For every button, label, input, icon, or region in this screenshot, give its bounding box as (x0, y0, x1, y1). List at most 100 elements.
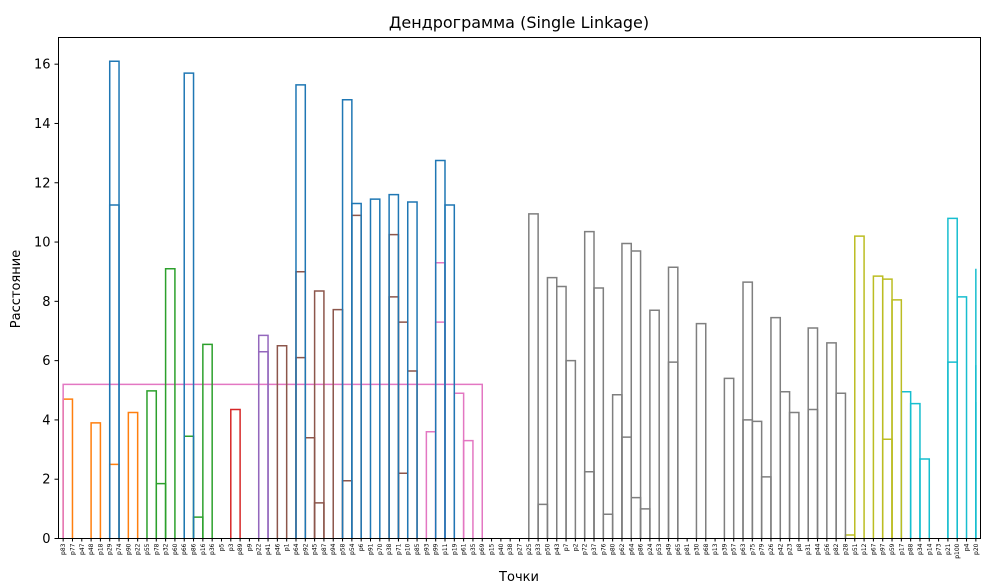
leaf-label: p28 (842, 543, 849, 555)
leaf-label: p8 (796, 543, 803, 551)
dendrogram-link-57 (388, 296, 400, 539)
dendrogram-link-64 (546, 276, 558, 539)
dendrogram-link-79 (444, 204, 456, 539)
dendrogram-link-32 (453, 392, 465, 539)
leaf-label: p33 (535, 543, 542, 555)
dendrogram-link-20 (90, 422, 102, 539)
leaf-label: p75 (749, 543, 756, 555)
leaf-label: p38 (507, 543, 514, 555)
leaf-label: p39 (721, 543, 728, 555)
dendrogram-link-25 (127, 411, 139, 539)
leaf-label: p63 (740, 543, 747, 555)
leaf-label: p57 (731, 543, 738, 555)
leaf-label: p24 (647, 543, 654, 555)
dendrogram-link-69 (667, 266, 679, 539)
leaf-label: p22 (135, 543, 142, 555)
dendrogram-link-74 (388, 233, 400, 539)
leaf-label: p94 (330, 543, 337, 555)
leaf-label: p29 (107, 543, 114, 555)
leaf-label: p10 (405, 543, 412, 555)
leaf-label: p82 (833, 543, 840, 555)
dendrogram-link-4 (537, 503, 549, 539)
dendrogram-link-3 (639, 508, 651, 539)
leaf-label: p35 (470, 543, 477, 555)
dendrogram-link-5 (313, 502, 325, 539)
dendrogram-link-14 (462, 439, 474, 539)
dendrogram-link-17 (621, 436, 633, 539)
dendrogram-link-9 (760, 476, 772, 539)
dendrogram-link-51 (434, 321, 446, 539)
dendrogram-link-12 (108, 463, 120, 539)
x-axis-label: Точки (498, 570, 539, 585)
leaf-label: p51 (852, 543, 859, 555)
leaf-label: p55 (144, 543, 151, 555)
dendrogram-link-24 (807, 408, 819, 539)
leaf-label: p25 (526, 543, 533, 555)
dendrogram-link-85 (434, 159, 446, 539)
dendrogram-link-84 (388, 193, 400, 539)
leaf-label: p5 (218, 543, 225, 551)
leaf-label: p81 (684, 543, 691, 555)
dendrogram-link-88 (183, 72, 195, 539)
leaf-label: p2 (572, 543, 579, 551)
dendrogram-link-36 (62, 383, 483, 539)
y-tick-label: 16 (34, 58, 51, 73)
leaf-label: p16 (200, 543, 207, 555)
dendrogram-link-83 (108, 204, 120, 539)
leaf-label: p92 (302, 543, 309, 555)
dendrogram-link-46 (826, 342, 837, 539)
leaf-label: p56 (824, 543, 831, 555)
leaf-label: p30 (693, 543, 700, 555)
leaf-label: p19 (451, 543, 458, 555)
leaf-label: p37 (591, 543, 598, 555)
dendrogram-link-15 (881, 438, 893, 539)
dendrogram-link-1 (192, 516, 204, 539)
dendrogram-link-34 (779, 391, 791, 539)
y-axis-label: Расстояние (9, 250, 24, 328)
leaf-label: p45 (312, 543, 319, 555)
dendrogram-link-16 (304, 436, 316, 539)
leaf-label: p34 (917, 543, 924, 555)
leaf-label: p27 (517, 543, 524, 555)
dendrogram-link-72 (621, 242, 633, 539)
leaf-label: p91 (367, 543, 374, 555)
leaf-label: p100 (954, 543, 961, 558)
dendrogram-link-66 (295, 270, 307, 539)
dendrogram-link-65 (872, 275, 884, 539)
leaf-label: p85 (414, 543, 421, 555)
leaf-label: p77 (69, 543, 76, 555)
dendrogram-link-2 (602, 513, 614, 539)
dendrogram-link-30 (611, 393, 623, 539)
dendrogram-link-77 (351, 214, 362, 539)
dendrogram-link-21 (751, 420, 763, 539)
dendrogram-link-10 (397, 472, 409, 539)
leaf-label: p86 (191, 543, 198, 555)
leaf-label: p44 (815, 543, 822, 555)
plot-frame (58, 37, 981, 539)
dendrogram-link-71 (630, 250, 642, 539)
dendrogram-link-27 (909, 402, 921, 539)
leaf-label: p93 (423, 543, 430, 555)
leaf-label: p89 (237, 543, 244, 555)
leaf-label: p3 (228, 543, 235, 551)
dendrogram-link-47 (257, 334, 269, 539)
leaf-label: p11 (442, 543, 449, 555)
dendrogram-link-52 (397, 321, 409, 539)
dendrogram-link-81 (406, 201, 418, 539)
chart-title: Дендрограмма (Single Linkage) (389, 13, 649, 32)
leaf-label: p62 (619, 543, 626, 555)
y-tick-label: 14 (34, 117, 51, 132)
leaf-label: p20 (973, 543, 980, 555)
dendrogram-link-29 (62, 398, 74, 539)
leaf-label: p64 (293, 543, 300, 555)
leaf-label: p14 (926, 543, 933, 555)
y-axis-ticks: 0 2 4 6 8 10 12 14 16 (34, 58, 59, 547)
dendrogram-link-40 (947, 361, 958, 539)
dendrogram-link-89 (108, 60, 120, 539)
y-tick-label: 10 (34, 236, 51, 251)
y-tick-label: 12 (34, 176, 51, 191)
dendrogram-link-86 (341, 99, 353, 539)
leaf-label: p80 (610, 543, 617, 555)
leaf-label: p97 (880, 543, 887, 555)
